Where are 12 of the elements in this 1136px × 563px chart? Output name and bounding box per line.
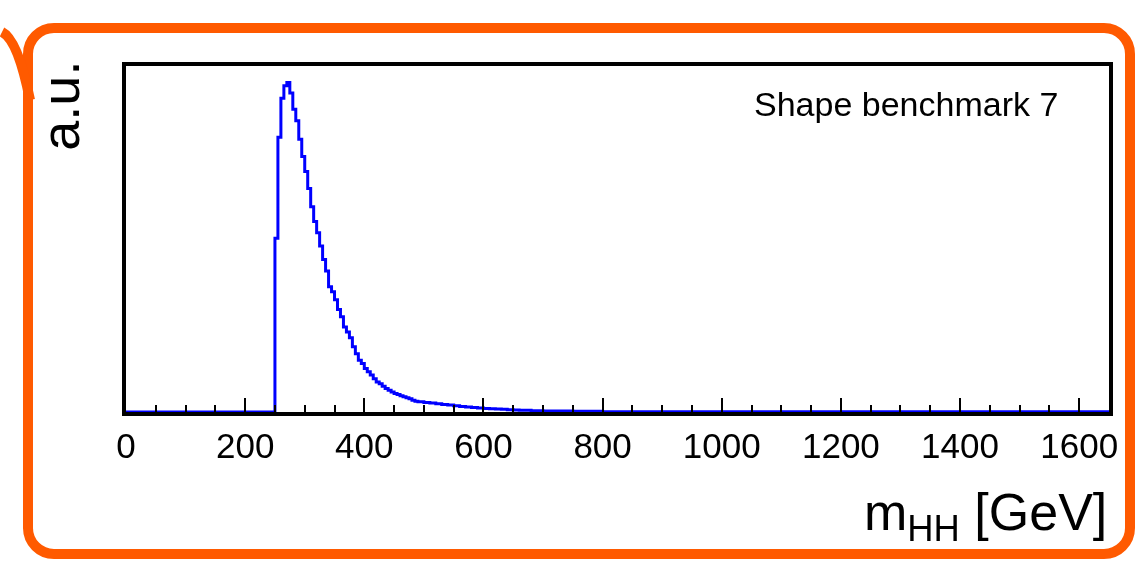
x-tick-label: 1400 [921, 426, 999, 465]
y-axis-title: a.u. [29, 60, 90, 151]
x-axis-title: m$_{HH}$ [GeV] [864, 483, 1108, 549]
x-tick-label: 1200 [801, 426, 880, 465]
annotation: Shape benchmark 7 [754, 85, 1059, 123]
x-tick-label: 800 [573, 426, 632, 465]
x-tick-label: 200 [215, 426, 275, 465]
x-tick-label: 1000 [682, 426, 761, 465]
x-tick-label: 600 [454, 426, 513, 465]
x-tick-label: 1600 [1040, 426, 1119, 465]
x-tick-label: 0 [116, 426, 136, 465]
x-tick-label: 400 [335, 426, 394, 465]
